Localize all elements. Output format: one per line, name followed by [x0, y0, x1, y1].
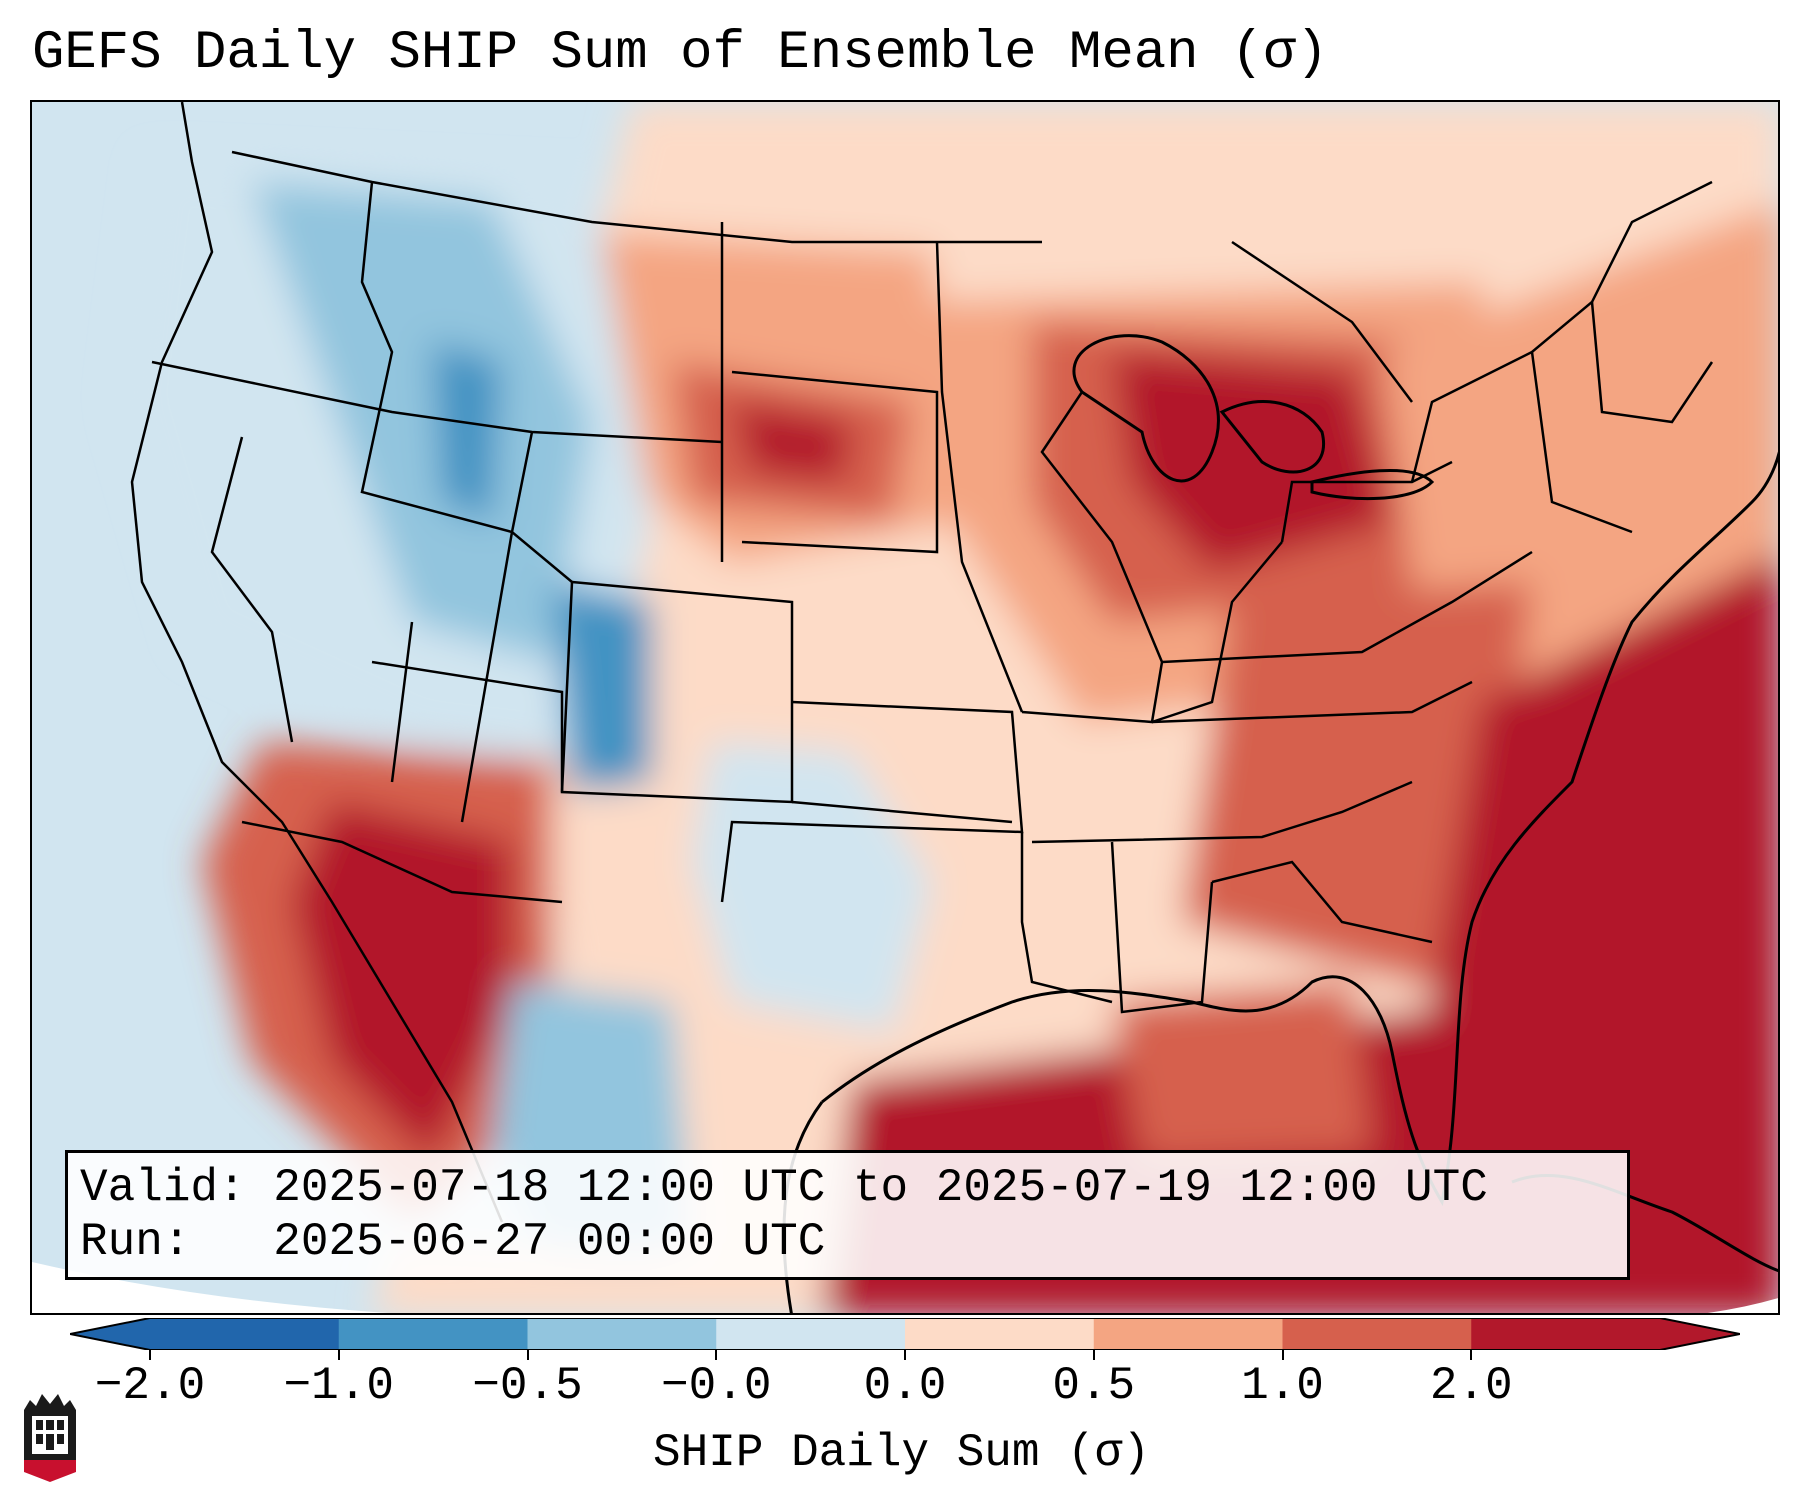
colorbar-tick-mark: [526, 1350, 529, 1360]
colorbar: [70, 1318, 1740, 1350]
colorbar-tick-label: 0.0: [863, 1360, 947, 1412]
colorbar-tick-mark: [1281, 1350, 1284, 1360]
run-label: Run:: [80, 1216, 191, 1268]
colorbar-segments: [150, 1318, 1661, 1350]
colorbar-tick-label: 0.5: [1052, 1360, 1136, 1412]
southeast-field: [1182, 582, 1532, 1002]
colorbar-tick-label: −2.0: [94, 1360, 206, 1412]
colorbar-segment: [150, 1318, 340, 1350]
colorbar-tick-mark: [149, 1350, 151, 1360]
colorbar-segment: [905, 1318, 1095, 1350]
colorbar-segment: [716, 1318, 906, 1350]
niu-logo: [24, 1394, 76, 1482]
map-title: GEFS Daily SHIP Sum of Ensemble Mean (σ): [32, 23, 1329, 84]
colorbar-extend-high: [1660, 1318, 1740, 1350]
great-lakes-max: [1112, 352, 1392, 572]
south-dakota-max: [732, 402, 852, 482]
colorado-min: [552, 582, 652, 792]
west-texas-field: [692, 742, 932, 1032]
colorbar-tick-label: −0.5: [472, 1360, 583, 1412]
colorbar-tick-label: −0.0: [661, 1360, 772, 1412]
validity-info-box: Valid: 2025-07-18 12:00 UTC to 2025-07-1…: [65, 1150, 1630, 1280]
projection-edge-right: [1707, 1298, 1778, 1313]
gulf-center: [1112, 982, 1372, 1162]
valid-label: Valid:: [80, 1162, 246, 1214]
colorbar-tick-label: −1.0: [283, 1360, 394, 1412]
colorbar-extend-low: [70, 1318, 150, 1350]
idaho-min: [432, 342, 502, 522]
map-panel[interactable]: [30, 100, 1780, 1315]
colorbar-tick-label: 2.0: [1429, 1360, 1513, 1412]
colorbar-tick-mark: [904, 1350, 906, 1360]
rockies-field: [252, 182, 592, 662]
state-boundaries: [130, 102, 1714, 1223]
colorbar-tick-mark: [715, 1350, 718, 1360]
colorbar-label: SHIP Daily Sum (σ): [653, 1427, 1150, 1479]
colorbar-segment: [1282, 1318, 1472, 1350]
run-value: 2025-06-27 00:00 UTC: [273, 1216, 826, 1268]
projection-edge: [32, 1262, 389, 1313]
anomaly-map: [32, 102, 1778, 1313]
valid-value: 2025-07-18 12:00 UTC to 2025-07-19 12:00…: [273, 1162, 1488, 1214]
colorbar-segment: [1093, 1318, 1283, 1350]
colorbar-tick-mark: [1470, 1350, 1473, 1360]
colorbar-segment: [527, 1318, 717, 1350]
colorbar-segment: [1471, 1318, 1661, 1350]
colorbar-tick-mark: [1092, 1350, 1095, 1360]
colorbar-tick-mark: [337, 1350, 340, 1360]
colorbar-segment: [338, 1318, 528, 1350]
colorbar-tick-label: 1.0: [1241, 1360, 1324, 1412]
